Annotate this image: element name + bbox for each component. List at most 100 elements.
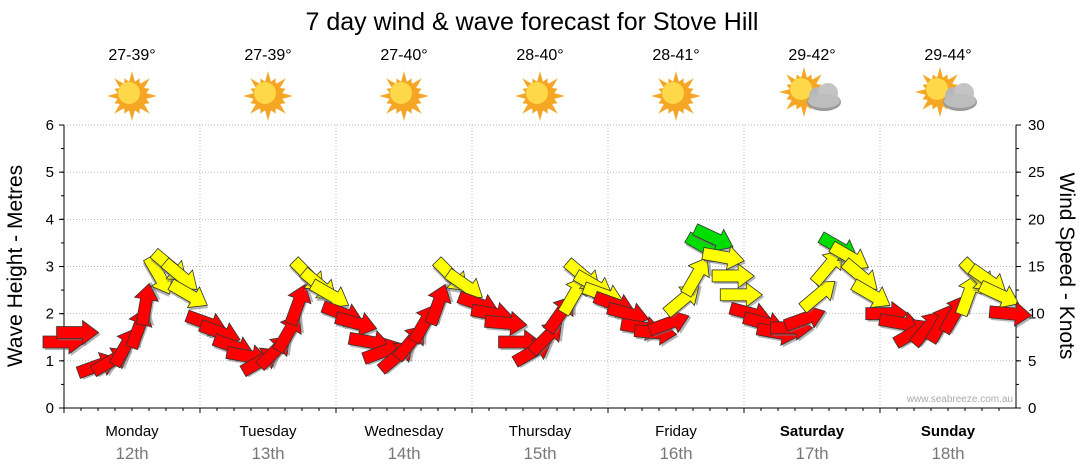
sun-highlight: [790, 78, 812, 100]
wind-arrow: [711, 263, 757, 290]
day-date-label: 13th: [251, 444, 284, 463]
sun-ray: [936, 105, 944, 117]
day-temp-label: 27-40°: [380, 47, 427, 64]
day-temp-label: 27-39°: [244, 47, 291, 64]
wind-arrow-body: [850, 278, 891, 309]
y-tick-label: 3: [46, 259, 54, 276]
wind-arrow-body: [680, 257, 710, 298]
sun-ray: [417, 92, 429, 100]
wind-arrow: [484, 310, 529, 338]
sun-highlight: [254, 82, 276, 104]
sun-highlight: [926, 78, 948, 100]
partly-cloudy-icon: [779, 67, 841, 117]
sun-ray: [800, 67, 808, 79]
wind-arrow-body: [284, 283, 312, 327]
wind-arrow: [691, 223, 735, 254]
wind-arrow-body: [424, 283, 452, 327]
y-axis-label: Wave Height - Metres: [4, 165, 27, 367]
sun-ray: [515, 92, 527, 100]
sun-ray: [689, 92, 701, 100]
day-name-label: Saturday: [780, 423, 845, 440]
y-axis-ticks: 0 1 2 3 4 5 6: [46, 117, 64, 417]
sun-highlight: [662, 82, 684, 104]
wind-arrow: [334, 311, 379, 339]
y2-tick-label: 30: [1028, 117, 1045, 134]
day-temp-label: 28-41°: [652, 47, 699, 64]
cloud-body: [808, 94, 840, 108]
sun-ray: [936, 67, 944, 79]
day-date-label: 17th: [795, 444, 828, 463]
y2-tick-label: 20: [1028, 211, 1045, 228]
wind-arrow-body: [798, 280, 836, 314]
day-name-label: Tuesday: [240, 423, 297, 440]
wind-arrow-body: [701, 245, 745, 271]
sun-ray: [107, 92, 119, 100]
y-tick-label: 1: [46, 353, 54, 370]
day-name-label: Friday: [655, 423, 697, 440]
wind-arrow: [284, 283, 314, 327]
sun-ray: [264, 71, 272, 83]
sun-highlight: [526, 82, 548, 104]
wind-arrow-body: [691, 223, 734, 252]
day-temp-label: 27-39°: [108, 47, 155, 64]
day-date-label: 18th: [931, 444, 964, 463]
y2-tick-label: 25: [1028, 164, 1045, 181]
y2-tick-label: 15: [1028, 259, 1045, 276]
wind-arrow-body: [711, 263, 755, 289]
wind-arrow-body: [977, 279, 1020, 309]
sun-ray: [264, 109, 272, 121]
sun-ray: [281, 92, 293, 100]
wind-arrows: [42, 223, 1034, 380]
day-name-label: Sunday: [921, 423, 976, 440]
sun-icon: [107, 71, 157, 121]
y2-axis-ticks: 0 5 10 15 20 25 30: [1016, 117, 1045, 417]
wind-arrow: [701, 245, 746, 273]
y2-tick-label: 10: [1028, 306, 1045, 323]
sun-ray: [651, 92, 663, 100]
partly-cloudy-icon: [915, 67, 977, 117]
sun-ray: [536, 109, 544, 121]
day-date-label: 14th: [387, 444, 420, 463]
grid: [64, 124, 1016, 408]
sun-ray: [779, 88, 791, 96]
sun-ray: [145, 92, 157, 100]
sun-icon: [651, 71, 701, 121]
sun-icon: [515, 71, 565, 121]
y-tick-label: 4: [46, 211, 54, 228]
day-date-label: 15th: [523, 444, 556, 463]
y-tick-label: 5: [46, 164, 54, 181]
plot-frame: [63, 125, 1017, 409]
y2-axis-label: Wind Speed - Knots: [1055, 173, 1078, 360]
wind-arrow: [133, 281, 161, 327]
sun-ray: [915, 88, 927, 96]
wind-arrow-body: [484, 310, 528, 337]
wind-arrow: [424, 283, 454, 327]
y-tick-label: 6: [46, 117, 54, 134]
wind-arrow-body: [167, 278, 208, 309]
day-name-label: Thursday: [509, 423, 572, 440]
wind-arrow: [167, 278, 209, 311]
wind-arrow: [680, 257, 713, 298]
wind-arrow: [977, 279, 1020, 311]
sun-ray: [800, 105, 808, 117]
sun-ray: [536, 71, 544, 83]
sun-ray: [128, 71, 136, 83]
y2-tick-label: 5: [1028, 353, 1036, 370]
day-name-label: Wednesday: [365, 423, 444, 440]
sun-highlight: [118, 82, 140, 104]
sun-ray: [400, 109, 408, 121]
cloud-body: [944, 94, 976, 108]
y-tick-label: 0: [46, 400, 54, 417]
credit-text: www.seabreeze.com.au: [906, 394, 1013, 405]
day-name-label: Monday: [105, 423, 159, 440]
sun-ray: [553, 92, 565, 100]
day-temp-label: 29-42°: [788, 47, 835, 64]
wind-arrow: [850, 278, 891, 311]
wind-arrow-body: [56, 319, 100, 346]
wind-arrow: [988, 301, 1034, 329]
sun-ray: [243, 92, 255, 100]
wind-arrow-body: [334, 311, 378, 337]
day-temp-label: 29-44°: [924, 47, 971, 64]
wind-arrow-body: [719, 281, 763, 308]
sun-icon: [379, 71, 429, 121]
